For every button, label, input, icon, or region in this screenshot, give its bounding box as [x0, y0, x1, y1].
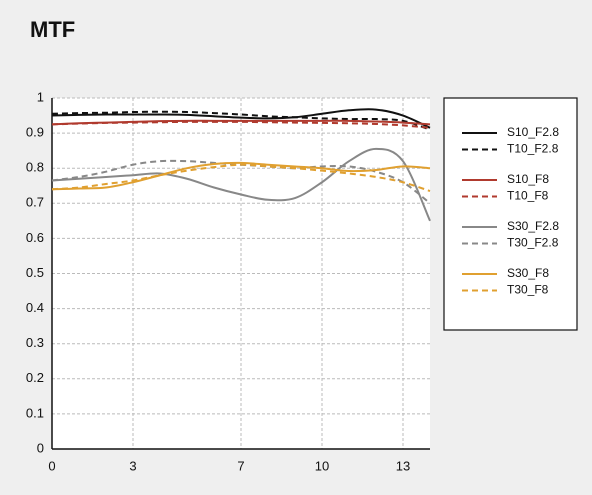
- chart-title: MTF: [30, 17, 75, 42]
- series-line: [51, 147, 431, 222]
- legend-label: T10_F8: [507, 189, 549, 203]
- y-tick-label: 0.7: [26, 195, 44, 210]
- legend-label: T10_F2.8: [507, 142, 559, 156]
- y-tick-label: 1: [37, 89, 44, 104]
- legend-label: T30_F2.8: [507, 236, 559, 250]
- legend-label: S30_F2.8: [507, 219, 559, 233]
- legend-label: S30_F8: [507, 266, 549, 280]
- y-tick-label: 0.6: [26, 230, 44, 245]
- legend-label: S10_F2.8: [507, 125, 559, 139]
- series-line: [51, 108, 431, 129]
- y-tick-label: 0.1: [26, 405, 44, 420]
- x-tick-label: 7: [237, 458, 244, 473]
- legend-label: S10_F8: [507, 172, 549, 186]
- y-tick-label: 0.8: [26, 160, 44, 175]
- y-tick-label: 0.5: [26, 265, 44, 280]
- series-line: [51, 110, 431, 131]
- x-tick-label: 0: [48, 458, 55, 473]
- x-tick-label: 3: [129, 458, 136, 473]
- y-tick-label: 0.2: [26, 370, 44, 385]
- series-line: [51, 161, 431, 191]
- series-line: [51, 163, 431, 192]
- legend-label: T30_F8: [507, 283, 549, 297]
- y-tick-label: 0.4: [26, 300, 44, 315]
- y-tick-label: 0: [37, 440, 44, 455]
- x-tick-label: 13: [396, 458, 410, 473]
- x-tick-label: 10: [315, 458, 329, 473]
- series-line: [51, 120, 431, 129]
- y-tick-label: 0.3: [26, 335, 44, 350]
- y-tick-label: 0.9: [26, 125, 44, 140]
